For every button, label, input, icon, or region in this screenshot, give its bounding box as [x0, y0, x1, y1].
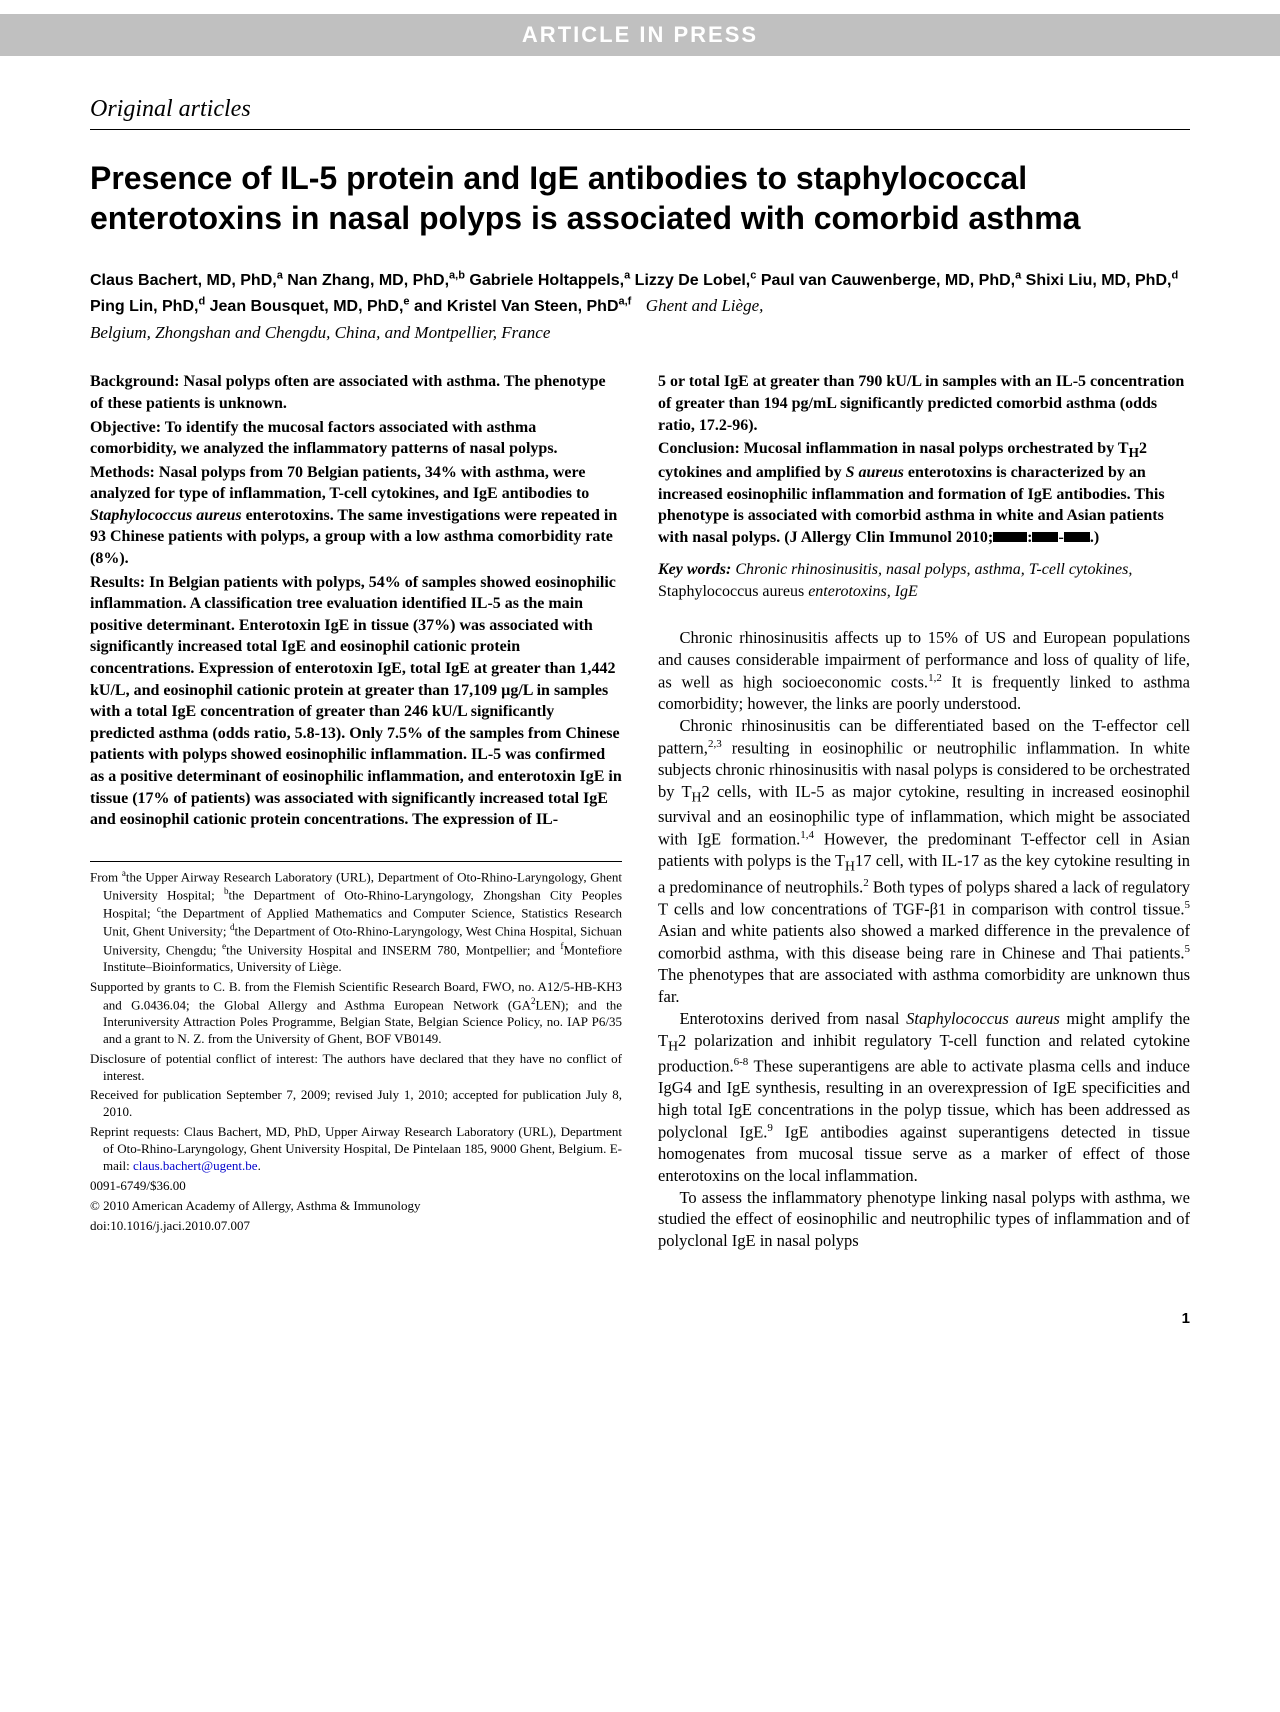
abstract-objective: Objective: To identify the mucosal facto… — [90, 417, 622, 460]
footnote-received: Received for publication September 7, 20… — [90, 1087, 622, 1121]
authors-text: Claus Bachert, MD, PhD,a Nan Zhang, MD, … — [90, 272, 1178, 315]
abstract-methods: Methods: Nasal polyps from 70 Belgian pa… — [90, 462, 622, 570]
footnote-doi: doi:10.1016/j.jaci.2010.07.007 — [90, 1218, 622, 1235]
footnote-from: From athe Upper Airway Research Laborato… — [90, 868, 622, 976]
abstract-background: Background: Nasal polyps often are assoc… — [90, 371, 622, 414]
footnote-copyright: © 2010 American Academy of Allergy, Asth… — [90, 1198, 622, 1215]
abstract-right: 5 or total IgE at greater than 790 kU/L … — [658, 371, 1190, 548]
article-title: Presence of IL-5 protein and IgE antibod… — [90, 158, 1190, 238]
abstract-left: Background: Nasal polyps often are assoc… — [90, 371, 622, 830]
footnotes: From athe Upper Airway Research Laborato… — [90, 861, 622, 1235]
footnote-reprint: Reprint requests: Claus Bachert, MD, PhD… — [90, 1124, 622, 1175]
body-p4: To assess the inflammatory phenotype lin… — [658, 1187, 1190, 1252]
right-column: 5 or total IgE at greater than 790 kU/L … — [658, 371, 1190, 1252]
abstract-results: Results: In Belgian patients with polyps… — [90, 572, 622, 831]
abstract-results-cont: 5 or total IgE at greater than 790 kU/L … — [658, 371, 1190, 436]
authors-line: Claus Bachert, MD, PhD,a Nan Zhang, MD, … — [90, 268, 1190, 319]
body-p3: Enterotoxins derived from nasal Staphylo… — [658, 1008, 1190, 1187]
section-label: Original articles — [90, 96, 1190, 130]
affil-line2: Belgium, Zhongshan and Chengdu, China, a… — [90, 323, 1190, 343]
body-text: Chronic rhinosinusitis affects up to 15%… — [658, 627, 1190, 1251]
two-column-layout: Background: Nasal polyps often are assoc… — [90, 371, 1190, 1252]
page-number: 1 — [0, 1310, 1280, 1327]
footnote-disclosure: Disclosure of potential conflict of inte… — [90, 1051, 622, 1085]
keywords: Key words: Chronic rhinosinusitis, nasal… — [658, 559, 1190, 604]
body-p2: Chronic rhinosinusitis can be differenti… — [658, 715, 1190, 1008]
left-column: Background: Nasal polyps often are assoc… — [90, 371, 622, 1252]
abstract-conclusion: Conclusion: Mucosal inflammation in nasa… — [658, 438, 1190, 549]
page-container: Original articles Presence of IL-5 prote… — [0, 96, 1280, 1292]
article-in-press-banner: ARTICLE IN PRESS — [0, 14, 1280, 56]
footnote-code: 0091-6749/$36.00 — [90, 1178, 622, 1195]
affil-inline: Ghent and Liège, — [646, 296, 764, 315]
footnote-supported: Supported by grants to C. B. from the Fl… — [90, 979, 622, 1048]
body-p1: Chronic rhinosinusitis affects up to 15%… — [658, 627, 1190, 715]
